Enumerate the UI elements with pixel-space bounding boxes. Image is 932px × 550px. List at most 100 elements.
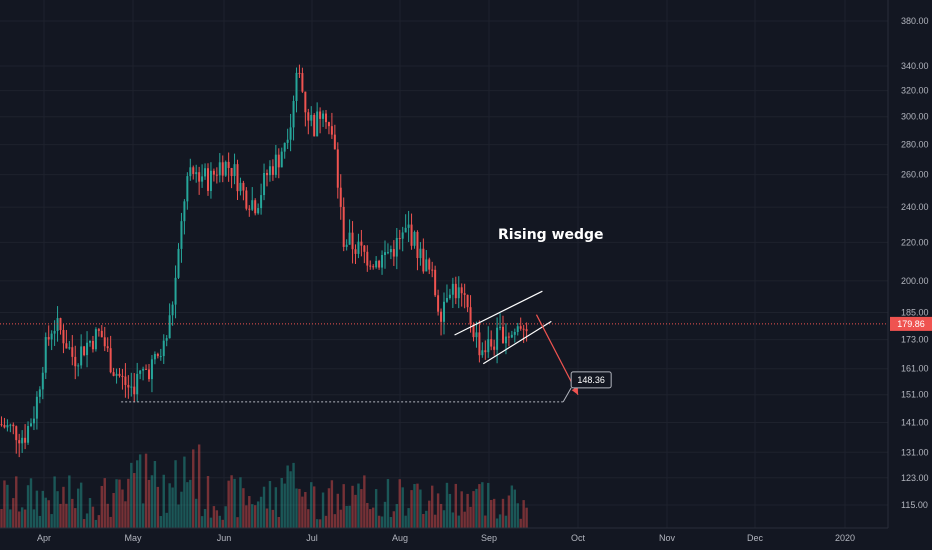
candle-body	[330, 126, 333, 135]
y-tick-label: 173.00	[901, 335, 929, 345]
candle-body	[130, 386, 133, 388]
volume-bar	[147, 479, 151, 528]
candle-body	[519, 326, 522, 329]
candle-body	[345, 244, 348, 247]
y-tick-label: 141.00	[901, 417, 929, 427]
candle-body	[496, 327, 499, 350]
volume-bar	[392, 511, 396, 528]
volume-bar	[342, 484, 345, 528]
candle-body	[106, 346, 109, 349]
volume-bar	[133, 473, 136, 528]
volume-bar	[262, 486, 266, 528]
volume-bar	[44, 497, 47, 528]
volume-bar	[156, 486, 160, 528]
candle-body	[475, 332, 478, 338]
volume-bar	[445, 482, 449, 528]
candle-body	[304, 91, 307, 113]
candle-body	[513, 331, 516, 335]
volume-bar	[12, 498, 15, 528]
candle-body	[68, 347, 71, 349]
candle-body	[384, 252, 386, 255]
volume-bar	[200, 516, 204, 528]
candle-body	[100, 330, 103, 338]
candle-body	[183, 201, 186, 222]
volume-bar	[428, 500, 431, 528]
volume-bar	[18, 511, 21, 528]
candle-body	[118, 373, 121, 376]
candle-body	[289, 127, 292, 140]
candle-body	[209, 170, 212, 191]
volume-bar	[3, 480, 6, 528]
candle-body	[77, 365, 80, 367]
volume-bar	[141, 503, 145, 528]
price-axis[interactable]: 380.00 340.00 320.00 300.00 280.00 260.00 240.…	[901, 16, 929, 510]
x-tick-label: Oct	[571, 533, 586, 543]
time-axis[interactable]: Apr May Jun Jul Aug Sep Oct Nov Dec 2020	[37, 533, 855, 543]
volume-bar	[47, 500, 50, 528]
candle-body	[248, 208, 251, 210]
candle-body	[437, 295, 440, 312]
target-price-label: 148.36	[577, 375, 605, 385]
volume-bar	[439, 503, 443, 528]
candle-body	[221, 162, 224, 176]
volume-bar	[321, 492, 325, 528]
volume-bar	[357, 483, 360, 528]
volume-bar	[286, 465, 289, 528]
candle-body	[481, 350, 484, 356]
volume-bar	[29, 478, 33, 528]
candle-body	[451, 283, 454, 295]
volume-bar	[307, 509, 310, 528]
candle-body	[227, 161, 230, 168]
y-tick-label: 260.00	[901, 170, 929, 180]
svg-text:179.86: 179.86	[897, 319, 925, 329]
candle-body	[268, 166, 271, 176]
candle-body	[319, 111, 322, 119]
volume-bar	[313, 486, 316, 528]
volume-bar	[0, 509, 3, 528]
candle-body	[292, 100, 295, 128]
volume-bar	[516, 503, 519, 528]
candle-body	[431, 269, 434, 271]
candle-body	[257, 208, 260, 214]
volume-bar	[254, 505, 257, 528]
volume-bar	[115, 479, 118, 528]
volume-bar	[318, 519, 322, 528]
y-tick-label: 380.00	[901, 16, 929, 26]
candle-body	[124, 376, 127, 385]
candle-body	[12, 424, 15, 427]
volume-bar	[398, 479, 401, 528]
volume-bar	[121, 489, 124, 528]
candle-body	[180, 221, 183, 249]
y-tick-label: 151.00	[901, 390, 929, 400]
candle-body	[327, 122, 330, 127]
volume-bar	[466, 493, 469, 528]
candle-body	[448, 294, 451, 299]
volume-bar	[495, 518, 499, 528]
candle-body	[339, 187, 342, 207]
candle-body	[44, 337, 47, 373]
candle-body	[162, 340, 165, 357]
candle-body	[516, 326, 519, 332]
volume-bar	[118, 479, 121, 528]
candle-body	[263, 173, 266, 196]
candle-body	[422, 248, 425, 272]
volume-bar	[475, 488, 478, 528]
volume-bar	[71, 498, 74, 528]
candle-body	[381, 254, 384, 268]
candle-body	[301, 73, 304, 92]
volume-bar	[404, 515, 407, 528]
volume-bar	[484, 515, 487, 528]
candle-body	[507, 336, 510, 338]
volume-bar	[130, 462, 133, 528]
candle-body	[363, 245, 366, 252]
x-tick-label: Nov	[659, 533, 676, 543]
volume-bar	[77, 488, 80, 528]
candle-body	[50, 333, 53, 340]
candle-body	[419, 248, 422, 259]
candle-body	[313, 115, 316, 137]
volume-bar	[227, 480, 230, 528]
candle-body	[153, 353, 156, 360]
candle-body	[333, 134, 336, 150]
candle-body	[215, 174, 218, 176]
y-tick-label: 185.00	[901, 307, 929, 317]
